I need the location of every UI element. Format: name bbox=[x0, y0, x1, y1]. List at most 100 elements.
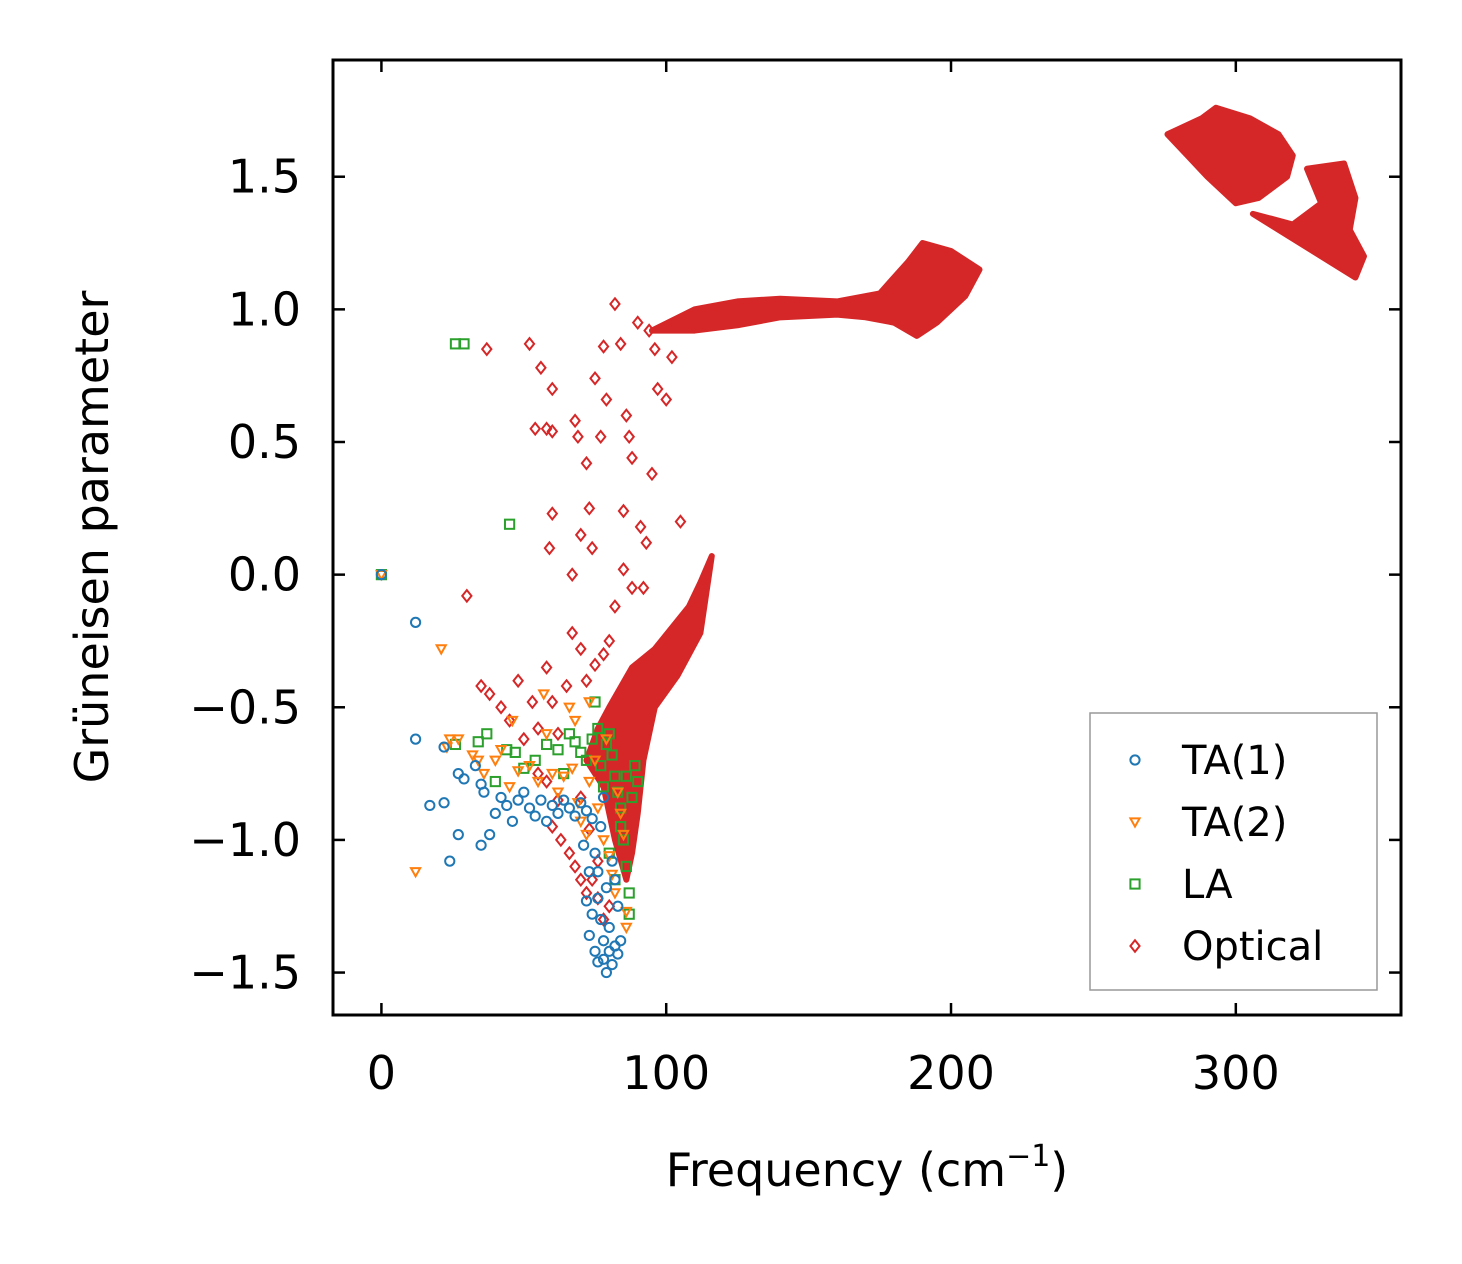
data-point bbox=[600, 738, 613, 751]
data-point bbox=[475, 839, 487, 851]
data-point bbox=[660, 392, 673, 407]
data-point bbox=[620, 922, 633, 935]
data-point bbox=[569, 413, 581, 429]
data-point bbox=[518, 786, 530, 798]
data-point bbox=[611, 787, 625, 799]
data-point bbox=[626, 580, 638, 596]
data-point bbox=[540, 660, 553, 675]
data-point bbox=[623, 887, 635, 899]
data-point bbox=[623, 429, 636, 445]
data-point bbox=[444, 855, 456, 867]
data-point bbox=[531, 776, 545, 789]
data-point bbox=[424, 799, 436, 812]
y-tick-label: 1.0 bbox=[228, 282, 301, 336]
data-point bbox=[629, 760, 641, 772]
data-point bbox=[597, 646, 610, 662]
data-point bbox=[469, 760, 481, 772]
data-point bbox=[574, 872, 587, 888]
data-point bbox=[583, 697, 596, 709]
data-point bbox=[620, 906, 633, 919]
legend-marker-ta-1 bbox=[1129, 754, 1141, 766]
data-point bbox=[489, 755, 502, 767]
data-point bbox=[589, 847, 601, 859]
data-point bbox=[640, 535, 653, 551]
data-point bbox=[580, 829, 593, 842]
x-axis-title-main: Frequency (cm bbox=[666, 1143, 1006, 1197]
data-point bbox=[501, 799, 513, 812]
data-point bbox=[452, 829, 464, 841]
data-point bbox=[545, 768, 559, 781]
data-point bbox=[580, 673, 593, 689]
x-axis-title-superscript: −1 bbox=[1006, 1139, 1050, 1174]
data-point bbox=[541, 815, 553, 827]
data-point bbox=[569, 859, 581, 874]
legend-marker-la bbox=[1129, 878, 1141, 890]
legend-marker-optical bbox=[1129, 938, 1141, 954]
data-point bbox=[475, 678, 487, 694]
data-point bbox=[484, 829, 496, 841]
data-point bbox=[666, 349, 678, 365]
data-point bbox=[552, 744, 564, 756]
data-point bbox=[566, 567, 579, 582]
data-point bbox=[529, 810, 541, 822]
data-point bbox=[615, 802, 627, 814]
data-point bbox=[511, 766, 525, 778]
data-point bbox=[617, 834, 630, 846]
data-point bbox=[452, 734, 465, 746]
data-point bbox=[626, 791, 638, 804]
data-point bbox=[606, 749, 618, 761]
data-point bbox=[532, 766, 544, 781]
legend-marker-ta-2 bbox=[1128, 817, 1142, 829]
data-point bbox=[597, 835, 610, 847]
y-tick-label: −1.5 bbox=[189, 946, 301, 1000]
data-point bbox=[609, 874, 621, 886]
data-point bbox=[594, 429, 607, 445]
data-point bbox=[557, 771, 570, 783]
data-point bbox=[595, 821, 607, 833]
data-point bbox=[540, 774, 553, 789]
data-point bbox=[574, 527, 587, 543]
data-point bbox=[626, 450, 638, 466]
data-point bbox=[578, 839, 590, 851]
data-point bbox=[600, 966, 613, 979]
data-point bbox=[603, 921, 615, 934]
optical-upper-left-cluster bbox=[1164, 104, 1296, 207]
data-point bbox=[634, 519, 647, 535]
legend-item-ta-2: TA(2) bbox=[1128, 800, 1287, 846]
data-point bbox=[438, 797, 450, 809]
legend-label-optical: Optical bbox=[1182, 924, 1323, 970]
data-point bbox=[595, 760, 607, 772]
data-point bbox=[592, 722, 604, 735]
y-tick-label: −1.0 bbox=[189, 813, 301, 867]
data-point bbox=[503, 713, 516, 728]
data-point bbox=[503, 518, 516, 530]
data-point bbox=[595, 913, 607, 926]
data-point bbox=[606, 958, 618, 971]
data-point bbox=[580, 805, 593, 817]
y-tick-label: −0.5 bbox=[189, 680, 301, 734]
data-point bbox=[592, 892, 604, 904]
data-point bbox=[458, 773, 470, 785]
y-tick-label: 0.0 bbox=[228, 548, 301, 602]
data-point bbox=[591, 803, 605, 815]
data-point bbox=[569, 736, 581, 748]
data-point bbox=[612, 948, 624, 960]
data-point bbox=[546, 506, 559, 521]
data-point bbox=[620, 770, 632, 782]
data-point bbox=[443, 734, 457, 746]
data-point bbox=[409, 867, 422, 879]
data-point bbox=[586, 733, 598, 745]
data-point bbox=[592, 956, 604, 968]
data-point bbox=[580, 885, 593, 901]
data-point bbox=[572, 429, 584, 445]
data-point bbox=[506, 815, 519, 827]
data-point bbox=[563, 728, 575, 740]
legend-label-ta-2: TA(2) bbox=[1181, 800, 1287, 846]
data-point bbox=[575, 797, 587, 809]
data-point bbox=[552, 726, 564, 742]
data-point bbox=[617, 503, 630, 519]
data-point bbox=[495, 791, 507, 804]
data-point bbox=[472, 736, 484, 748]
data-point bbox=[535, 360, 547, 376]
data-point bbox=[583, 500, 596, 516]
